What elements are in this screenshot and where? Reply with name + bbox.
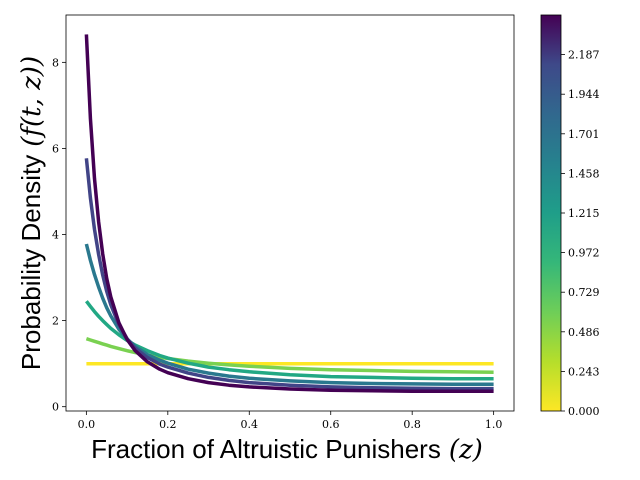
colorbar-gradient [540,14,562,412]
y-tick-label-2: 4 [52,229,59,242]
colorbar-tick-label-2: 0.486 [568,326,600,339]
colorbar-tick-label-8: 1.944 [568,88,600,101]
y-tick-label-1: 2 [52,315,59,328]
x-tick-label-1: 0.2 [159,418,177,431]
x-axis-ticks: 0.0 0.2 0.4 0.6 0.8 1.0 [78,411,503,431]
colorbar-tick-label-1: 0.243 [568,365,600,378]
y-axis-title: Probability Density (f(t, z)) [16,56,47,370]
plot-area: 0.0 0.2 0.4 0.6 0.8 1.0 0 2 4 6 8 [52,14,515,431]
series-layer [84,34,494,393]
y-axis-title-symbol: (f(t, z)) [17,56,47,147]
series-line-4 [84,158,494,391]
series-line-2 [85,300,494,381]
series-line-3 [84,243,494,387]
x-tick-label-3: 0.6 [322,418,340,431]
x-axis-title: Fraction of Altruistic Punishers (z) [91,434,483,465]
y-axis-title-text: Probability Density [16,155,46,370]
x-axis-title-text: Fraction of Altruistic Punishers [91,434,441,464]
colorbar-tick-label-4: 0.972 [568,247,600,260]
colorbar: 0.000 0.243 0.486 0.729 0.972 1.215 1.458 1.701… [540,14,600,418]
colorbar-tick-label-6: 1.458 [568,167,600,180]
y-axis-ticks: 0 2 4 6 8 [52,56,66,414]
y-tick-label-3: 6 [52,142,59,155]
colorbar-tick-label-3: 0.729 [568,286,600,299]
colorbar-ticks: 0.000 0.243 0.486 0.729 0.972 1.215 1.458 1.701… [561,49,600,418]
colorbar-tick-label-9: 2.187 [568,49,600,62]
x-axis-title-symbol: (z) [449,435,483,465]
x-tick-label-0: 0.0 [78,418,96,431]
plot-frame [65,14,515,412]
series-line-5 [84,34,494,393]
x-tick-label-2: 0.4 [241,418,259,431]
colorbar-tick-label-0: 0.000 [568,405,600,418]
x-tick-label-4: 0.8 [403,418,421,431]
colorbar-tick-label-5: 1.215 [568,207,600,220]
colorbar-tick-label-7: 1.701 [568,128,600,141]
y-tick-label-0: 0 [52,401,59,414]
x-tick-label-5: 1.0 [485,418,503,431]
y-tick-label-4: 8 [52,56,59,69]
